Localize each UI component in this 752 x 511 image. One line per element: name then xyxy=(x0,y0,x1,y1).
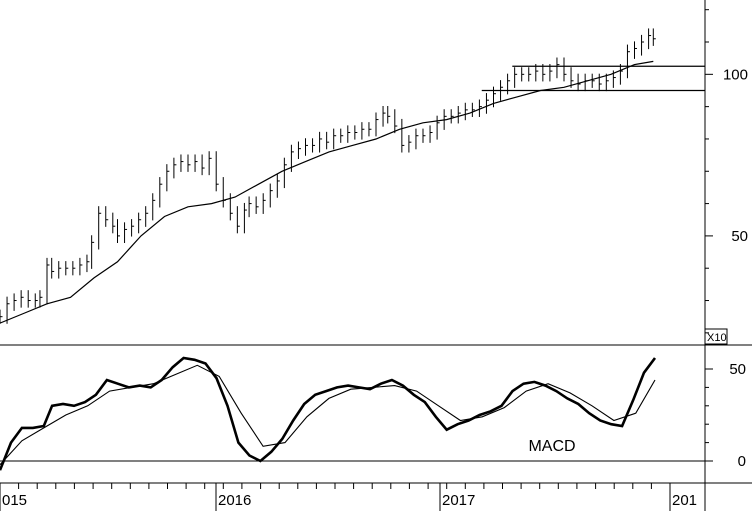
price-multiplier-label: X10 xyxy=(707,332,727,344)
year-label: 015 xyxy=(2,492,27,509)
price-panel: 50 100 X10 xyxy=(0,9,748,345)
price-y-tick-label: 50 xyxy=(731,228,748,245)
year-label: 2017 xyxy=(442,492,475,509)
macd-axis-ticks: 0 50 xyxy=(0,361,746,470)
time-axis: 015 2016 2017 201 xyxy=(0,483,697,511)
macd-y-tick-label: 50 xyxy=(729,361,746,378)
macd-panel: 0 50 MACD xyxy=(0,356,746,471)
price-bars-series xyxy=(0,28,656,324)
macd-label: MACD xyxy=(528,438,575,455)
macd-line xyxy=(0,356,657,471)
price-y-tick-label: 100 xyxy=(723,66,748,83)
macd-signal-line xyxy=(0,364,656,466)
macd-y-tick-label: 0 xyxy=(738,453,746,470)
moving-average-line xyxy=(0,60,654,324)
price-axis-ticks: 50 100 X10 xyxy=(704,9,748,345)
year-label: 201 xyxy=(672,492,697,509)
year-label: 2016 xyxy=(218,492,251,509)
support-resistance-lines xyxy=(481,65,705,92)
